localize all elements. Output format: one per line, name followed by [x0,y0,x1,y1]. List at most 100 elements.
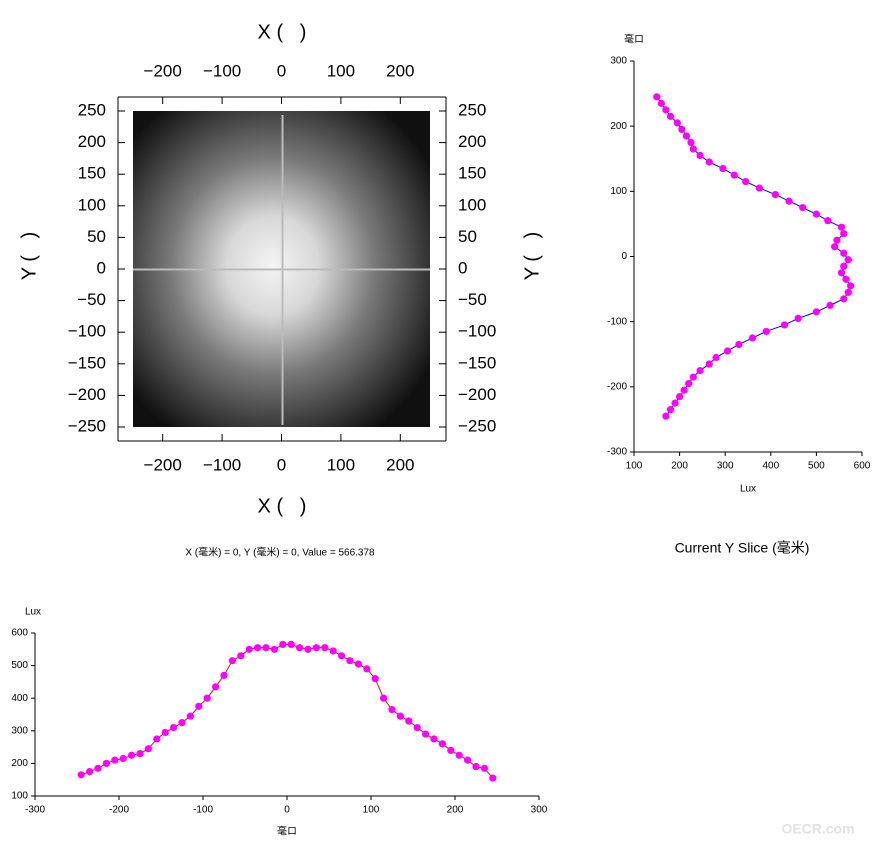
slice-point [748,334,757,342]
slice-point [220,671,228,679]
slice-point [755,184,764,192]
slice-point [653,93,661,101]
slice-point [329,647,337,655]
slice-point [696,151,704,160]
y-tick-label: -300 [607,447,627,458]
slice-point [321,644,329,652]
y-axis-title: 毫ロ [624,33,644,46]
x-tick-label: −200 [144,455,182,474]
x-axis-title: X ( ) [258,21,307,43]
slice-point [245,645,253,653]
slice-point [833,236,841,244]
slice-point [762,327,770,336]
slice-point [77,771,85,779]
x-axis-title: 毫ロ [277,825,297,838]
y-tick-label: 100 [458,195,486,214]
slice-point [840,262,848,270]
y-tick-label: 400 [11,693,28,704]
x-tick-label: 200 [386,455,414,474]
slice-point [831,243,839,251]
slice-point [678,125,686,134]
x-axis-title: X ( ) [258,495,307,517]
slice-point [682,132,691,140]
slice-point [279,640,287,649]
slice-point [696,366,704,375]
x-tick-label: −100 [203,61,241,80]
slice-point [447,746,455,754]
slice-point [136,750,144,758]
caption: X (毫米) = 0, Y (毫米) = 0, Value = 566.378 [185,546,375,559]
x-tick-label: 600 [854,461,871,472]
slice-point [837,269,846,277]
slice-point [128,751,136,759]
x-tick-label: -100 [193,805,213,816]
slice-point [671,399,679,407]
slice-point [689,373,697,381]
slice-point [705,158,713,166]
slice-point [685,379,693,388]
slice-point [178,719,186,727]
slice-point [785,197,793,205]
slice-point [254,644,262,652]
slice-point [388,706,396,714]
slice-line [81,643,494,779]
y-tick-label: −50 [77,290,106,309]
slice-point [203,694,211,702]
slice-point [170,723,178,732]
x-tick-label: 0 [277,61,286,80]
slice-point [354,660,362,668]
slice-point [840,230,848,238]
slice-point [687,138,695,147]
slice-point [464,756,472,764]
x-tick-label: -300 [25,805,45,816]
slice-point [723,347,732,355]
x-tick-label: 0 [277,455,286,474]
x-tick-label: 100 [327,455,355,474]
slice-point [380,694,388,702]
y-tick-label: 250 [78,100,106,119]
slice-point [94,764,102,772]
slice-point [338,652,346,660]
y-tick-label: 250 [458,100,486,119]
slice-point [812,308,821,316]
slice-point [799,204,807,212]
watermark: OECR.com [781,821,854,837]
x-tick-label: 500 [808,461,825,472]
y-tick-label: 0 [458,258,467,277]
y-tick-label: 600 [11,628,28,639]
slice-point [312,644,320,652]
y-tick-label: 100 [610,186,627,197]
slice-point [371,675,379,683]
slice-point [413,723,421,732]
slice-point [680,386,688,394]
slice-point [730,171,738,179]
slice-point [396,712,404,720]
y-tick-label: −250 [68,416,106,435]
slice-point [662,106,670,114]
y-tick-label: −200 [68,385,106,404]
slice-point [480,764,488,772]
slice-point [689,145,697,153]
x-tick-label: -200 [109,805,129,816]
x-tick-label: 100 [327,61,355,80]
y-tick-label: −100 [458,322,496,341]
slice-point [840,249,848,257]
slice-point [780,321,789,329]
y-tick-label: -100 [607,316,627,327]
y-axis-title: Y ( ) [18,232,40,281]
slice-point [195,702,203,710]
slice-point [86,767,94,776]
slice-point [438,740,446,748]
slice-point [771,190,779,199]
slice-point [262,644,270,652]
slice-point [161,728,169,737]
slice-line [656,96,852,417]
slice-point [742,177,750,186]
slice-point [270,645,278,653]
slice-point [237,652,245,660]
x-tick-label: −100 [203,455,241,474]
slice-point [712,353,720,362]
y-tick-label: 100 [11,791,28,802]
x-tick-label: −200 [144,61,182,80]
